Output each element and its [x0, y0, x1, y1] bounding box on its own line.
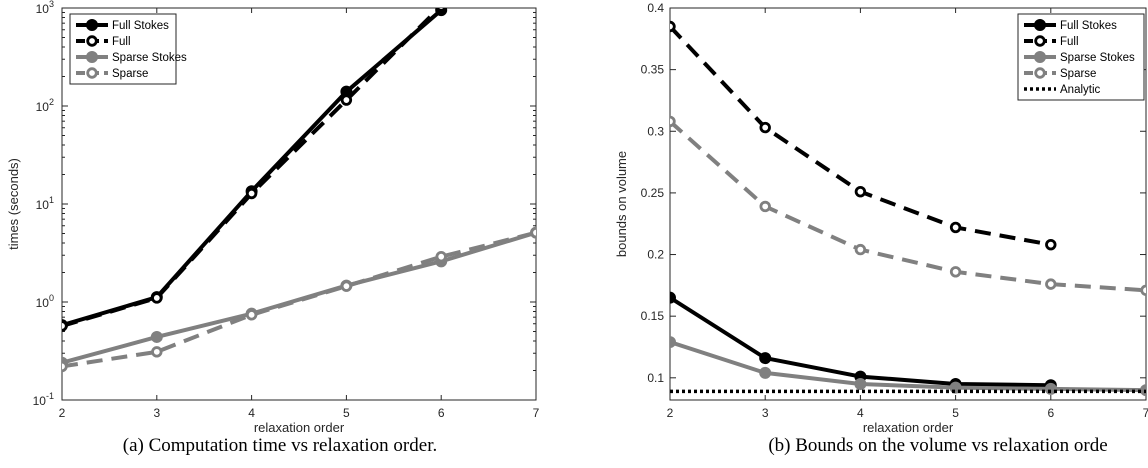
y-tick-label: 0.2 — [647, 248, 664, 262]
x-tick-label: 5 — [343, 406, 350, 420]
data-point-sparse — [435, 250, 447, 263]
data-point-sparse — [854, 243, 867, 256]
legend-label-full-stokes: Full Stokes — [112, 20, 169, 32]
y-tick-label: 0.3 — [647, 124, 664, 138]
legend-marker-full-stokes — [86, 19, 98, 31]
data-point-sparse-stokes — [150, 330, 163, 343]
x-tick-label: 3 — [762, 406, 769, 420]
legend-marker-sparse — [1034, 67, 1046, 79]
x-tick-label: 6 — [438, 406, 445, 420]
y-tick-exponent: 1 — [49, 195, 54, 205]
y-tick-base: 10 — [36, 198, 50, 212]
data-point-full — [670, 20, 676, 33]
legend: Full Stokes Full Sparse Stokes Sparse Analyt… — [1017, 13, 1145, 101]
legend-label-sparse-stokes: Sparse Stokes — [112, 52, 187, 64]
data-point-full — [949, 221, 962, 234]
series-line-sparse — [62, 230, 536, 369]
y-tick-label: 100 — [36, 293, 54, 310]
axes-box — [669, 7, 1147, 401]
y-tick-label: 0.1 — [647, 371, 664, 385]
series-line-full — [670, 25, 1052, 247]
legend-label-sparse: Sparse — [1060, 68, 1096, 80]
data-point-sparse — [340, 280, 353, 292]
y-axis-label: bounds on volume — [614, 151, 629, 257]
y-tick-label: 10-1 — [33, 391, 54, 408]
legend-label-full: Full — [1060, 36, 1079, 48]
x-tick-label: 7 — [1143, 406, 1148, 420]
series-line-sparse-stokes — [670, 340, 1146, 393]
series-layer — [62, 8, 536, 373]
data-point-full — [435, 8, 447, 12]
series-layer — [670, 20, 1146, 397]
y-tick-base: 10 — [36, 100, 50, 114]
data-point-full-stokes — [670, 291, 676, 304]
y-tick-label: 101 — [36, 195, 54, 212]
data-point-full — [62, 320, 68, 332]
y-tick-base: 10 — [36, 296, 50, 310]
legend-label-sparse-stokes: Sparse Stokes — [1060, 52, 1135, 64]
x-tick-label: 2 — [59, 406, 66, 420]
y-tick-label: 103 — [36, 0, 54, 16]
data-point-sparse-stokes — [854, 377, 867, 390]
y-axis-label: times (seconds) — [6, 158, 21, 250]
y-tick-label: 0.25 — [641, 186, 665, 200]
x-tick-label: 2 — [667, 406, 674, 420]
data-point-sparse — [62, 360, 68, 373]
y-tick-exponent: 2 — [49, 97, 54, 107]
legend-marker-full-stokes — [1034, 19, 1046, 31]
legend-marker-sparse-stokes — [1034, 51, 1046, 63]
x-tick-label: 6 — [1047, 406, 1054, 420]
data-point-full-stokes — [759, 352, 772, 365]
data-point-sparse — [1140, 284, 1146, 296]
legend-label-full-stokes: Full Stokes — [1060, 20, 1117, 32]
y-tick-base: 10 — [33, 394, 47, 408]
data-point-sparse — [670, 115, 676, 128]
y-tick-exponent: 3 — [49, 0, 54, 9]
x-tick-label: 3 — [153, 406, 160, 420]
x-tick-label: 5 — [952, 406, 959, 420]
legend-marker-sparse — [86, 67, 98, 79]
legend-marker-sparse-stokes — [86, 51, 98, 63]
x-tick-label: 4 — [248, 406, 255, 420]
data-point-full — [759, 121, 771, 134]
y-tick-exponent: 0 — [49, 293, 54, 303]
x-axis-label: relaxation order — [863, 420, 954, 435]
chart-volume-bounds: 2 3 4 5 6 7 0.1 0.15 0.2 0.25 0.3 0.35 0.4 relaxation… — [614, 1, 1148, 456]
data-point-full — [151, 292, 163, 304]
data-point-full — [340, 94, 353, 106]
y-tick-label: 0.4 — [647, 1, 664, 15]
data-point-sparse — [759, 200, 771, 213]
data-point-sparse — [245, 309, 258, 321]
legend-marker-full — [86, 35, 98, 47]
x-tick-label: 7 — [533, 406, 540, 420]
data-point-full — [245, 187, 258, 200]
legend-label-full: Full — [112, 36, 131, 48]
figure-caption: (a) Computation time vs relaxation order… — [123, 435, 437, 456]
data-point-full — [1045, 238, 1057, 251]
legend: Full Stokes Full Sparse Stokes Sparse — [69, 13, 187, 85]
legend-marker-full — [1034, 35, 1046, 47]
data-point-sparse — [949, 266, 962, 278]
y-tick-label: 0.35 — [641, 63, 665, 77]
figure-caption: (b) Bounds on the volume vs relaxation o… — [768, 435, 1107, 456]
data-point-sparse-stokes — [670, 336, 676, 349]
data-point-sparse — [530, 226, 536, 239]
data-point-full — [854, 185, 867, 198]
data-point-sparse — [151, 346, 163, 358]
y-tick-label: 0.15 — [641, 309, 665, 323]
series-line-sparse-stokes — [62, 230, 536, 365]
legend-label-sparse: Sparse — [112, 68, 148, 80]
y-tick-base: 10 — [36, 2, 50, 16]
x-tick-label: 4 — [857, 406, 864, 420]
y-tick-exponent: -1 — [46, 391, 54, 401]
legend-label-analytic: Analytic — [1060, 84, 1101, 96]
x-axis-label: relaxation order — [254, 420, 345, 435]
y-tick-label: 102 — [36, 97, 54, 114]
series-line-sparse — [670, 119, 1146, 293]
data-point-sparse — [1045, 278, 1057, 290]
data-point-sparse-stokes — [759, 366, 772, 379]
